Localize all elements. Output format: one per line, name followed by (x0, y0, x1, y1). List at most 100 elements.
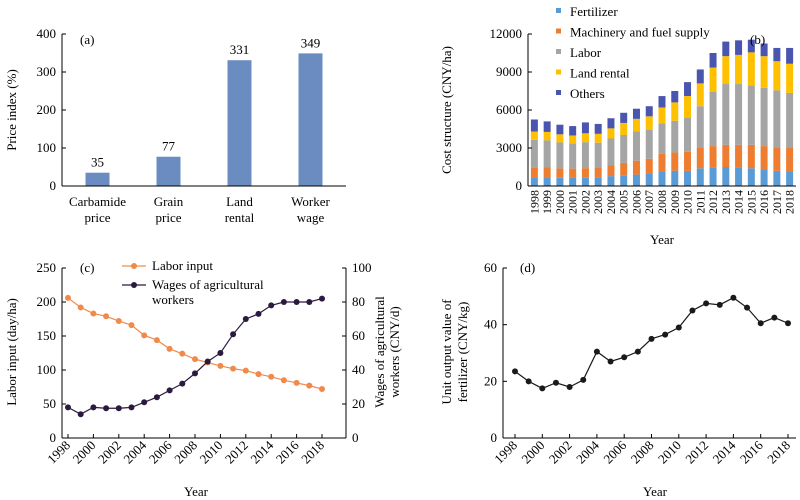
data-point (179, 380, 186, 387)
data-label: 77 (162, 139, 176, 154)
stack-segment (760, 146, 768, 170)
stack-segment (747, 39, 755, 53)
x-tick-label: 1998 (44, 438, 73, 467)
y-tick-label-left: 150 (37, 328, 57, 343)
x-tick-label: 1998 (527, 190, 541, 214)
stack-segment (722, 144, 730, 167)
stack-segment (530, 131, 538, 140)
y-tick-label: 40 (484, 317, 497, 332)
data-point (153, 394, 160, 401)
data-point (280, 377, 287, 384)
stack-segment (632, 108, 640, 119)
stack-segment (620, 162, 628, 176)
x-tick-label: 2006 (146, 437, 175, 466)
panel-c-xlabel: Year (184, 484, 209, 499)
data-point (103, 313, 110, 320)
stack-segment (569, 168, 577, 178)
stack-segment (696, 69, 704, 84)
x-tick-label: price (156, 210, 182, 225)
data-point (179, 350, 186, 357)
data-point (293, 299, 300, 305)
panel-c-ylabel-left: Labor input (day/ha) (4, 298, 19, 406)
stack-segment (581, 133, 589, 143)
legend-swatch (556, 28, 561, 34)
x-tick-label: 2004 (604, 190, 618, 214)
x-tick-label: 2018 (298, 438, 327, 467)
stack-segment (594, 142, 602, 169)
stack-segment (658, 171, 666, 186)
legend-label: Wages of agricultural (152, 277, 264, 292)
x-tick-label: Carbamide (69, 194, 126, 209)
y-tick-label-right: 100 (352, 260, 372, 275)
y-tick-label-right: 60 (352, 328, 365, 343)
x-tick-label: 2008 (171, 438, 200, 467)
stack-segment (632, 160, 640, 175)
data-point (675, 324, 682, 331)
data-point (621, 354, 628, 361)
stack-segment (773, 47, 781, 62)
stack-segment (696, 148, 704, 169)
x-tick-label: 2014 (732, 190, 746, 214)
stack-segment (645, 116, 653, 130)
stack-segment (709, 146, 717, 168)
x-tick-label: 2006 (600, 437, 629, 466)
data-point (141, 399, 148, 406)
stack-segment (722, 41, 730, 57)
stack-segment (709, 91, 717, 147)
x-tick-label: 2002 (95, 438, 124, 467)
legend-label: Labor input (152, 258, 213, 273)
y-tick-label: 20 (484, 373, 497, 388)
stack-segment (645, 173, 653, 186)
stack-segment (645, 129, 653, 159)
data-label: 331 (230, 42, 250, 57)
stack-segment (696, 106, 704, 148)
stack-segment (671, 152, 679, 171)
stack-segment (773, 90, 781, 148)
y-tick-label: 200 (37, 102, 57, 117)
data-point (280, 299, 287, 305)
data-point (730, 294, 737, 301)
data-point (268, 373, 275, 380)
stack-segment (581, 142, 589, 169)
data-point (319, 295, 325, 302)
y-tick-label-left: 0 (50, 430, 57, 445)
stack-segment (607, 165, 615, 177)
x-tick-label: 2012 (222, 438, 251, 467)
stack-segment (556, 177, 564, 186)
x-tick-label: rental (225, 210, 255, 225)
x-tick-label: 2010 (681, 190, 695, 214)
legend-label: Labor (570, 45, 602, 60)
x-tick-label: 2013 (719, 190, 733, 214)
panel-c-ylabel-right-2: workers (CNY/d) (387, 306, 402, 397)
data-point (771, 314, 778, 321)
data-point (255, 371, 262, 378)
bar (298, 53, 323, 186)
panel-b-xlabel: Year (650, 232, 675, 247)
x-tick-label: 2016 (757, 190, 771, 214)
x-tick-label: 2018 (783, 190, 797, 214)
data-point (525, 378, 532, 385)
stack-segment (760, 169, 768, 186)
y-tick-label: 400 (37, 26, 57, 41)
x-tick-label: 2015 (744, 190, 758, 214)
data-point (166, 387, 173, 394)
data-point (242, 367, 249, 374)
stack-segment (709, 167, 717, 186)
stack-segment (594, 123, 602, 134)
stack-segment (671, 91, 679, 103)
x-tick-label: 2007 (642, 190, 656, 214)
stack-segment (658, 107, 666, 124)
stack-segment (607, 118, 615, 129)
series-line (514, 297, 789, 390)
stack-segment (735, 84, 743, 145)
data-point (757, 320, 764, 327)
stack-segment (760, 87, 768, 147)
y-tick-label: 0 (491, 430, 498, 445)
data-point (293, 379, 300, 386)
stack-segment (747, 52, 755, 86)
x-tick-label: 2011 (693, 190, 707, 214)
data-point (552, 379, 559, 386)
stack-segment (543, 167, 551, 178)
x-tick-label: 2000 (70, 438, 99, 467)
